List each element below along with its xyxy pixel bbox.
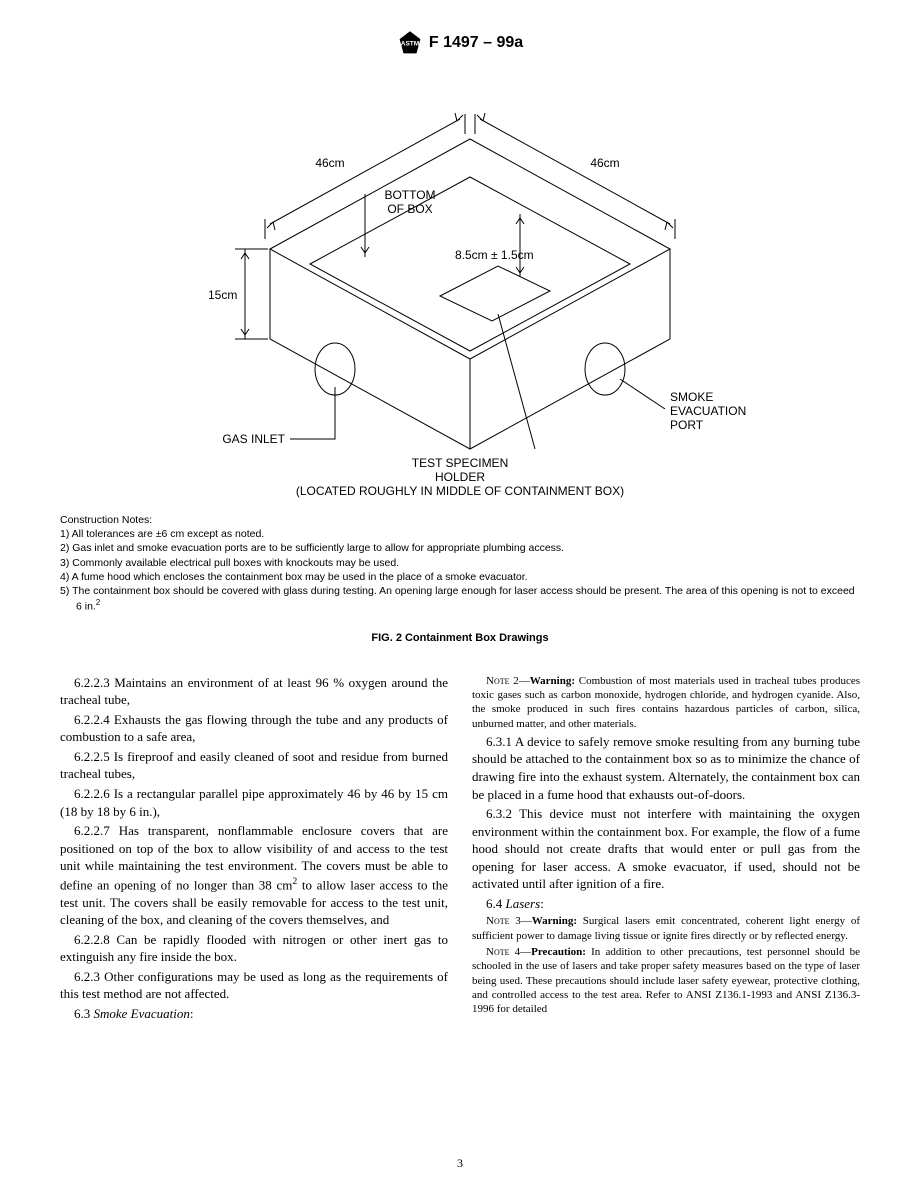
p-6225: 6.2.2.5 Is fireproof and easily cleaned …	[60, 748, 448, 783]
label-specimen-loc: (LOCATED ROUGHLY IN MIDDLE OF CONTAINMEN…	[296, 484, 624, 498]
sect-63-num: 6.3	[74, 1006, 94, 1021]
figure-container: 46cm 46cm 15cm 8.5cm ± 1.5cm BOTTOM OF B…	[60, 69, 860, 499]
figure-caption: FIG. 2 Containment Box Drawings	[60, 632, 860, 644]
sect-63-title: Smoke Evacuation	[94, 1006, 190, 1021]
p-623: 6.2.3 Other configurations may be used a…	[60, 968, 448, 1003]
label-specimen-2: HOLDER	[435, 470, 485, 484]
page-header: ASTM F 1497 – 99a	[60, 30, 860, 61]
containment-box-diagram: 46cm 46cm 15cm 8.5cm ± 1.5cm BOTTOM OF B…	[140, 69, 780, 499]
note4-lead: Note 4—	[486, 946, 531, 958]
body-columns: 6.2.2.3 Maintains an environment of at l…	[60, 674, 860, 1023]
label-specimen-1: TEST SPECIMEN	[412, 456, 508, 470]
p-6226: 6.2.2.6 Is a rectangular parallel pipe a…	[60, 785, 448, 820]
p-6227: 6.2.2.7 Has transparent, nonflammable en…	[60, 822, 448, 929]
note3-lead: Note 3—	[486, 915, 532, 927]
label-smoke-3: PORT	[670, 418, 704, 432]
note-2: 2) Gas inlet and smoke evacuation ports …	[60, 541, 860, 555]
dim-depth: 8.5cm ± 1.5cm	[455, 248, 534, 262]
note-1: 1) All tolerances are ±6 cm except as no…	[60, 527, 860, 541]
dim-46-right: 46cm	[590, 156, 619, 170]
label-bottom-of-box-1: BOTTOM	[384, 188, 435, 202]
p-632: 6.3.2 This device must not interfere wit…	[472, 805, 860, 893]
note-4-paragraph: Note 4—Precaution: In addition to other …	[472, 945, 860, 1016]
page: ASTM F 1497 – 99a	[0, 0, 920, 1191]
label-bottom-of-box-2: OF BOX	[387, 202, 432, 216]
note-5: 5) The containment box should be covered…	[60, 584, 860, 614]
note4-warn: Precaution:	[531, 946, 586, 958]
note-5-text: 5) The containment box should be covered…	[60, 585, 855, 613]
page-number: 3	[0, 1156, 920, 1171]
note2-lead: Note 2—	[486, 675, 530, 687]
dim-15: 15cm	[208, 288, 237, 302]
label-smoke-2: EVACUATION	[670, 404, 746, 418]
label-smoke-1: SMOKE	[670, 390, 713, 404]
construction-notes: Construction Notes: 1) All tolerances ar…	[60, 513, 860, 614]
p-631: 6.3.1 A device to safely remove smoke re…	[472, 733, 860, 803]
sect-64-title: Lasers	[506, 896, 541, 911]
note-5-sup: 2	[96, 598, 100, 607]
sect-64-num: 6.4	[486, 896, 506, 911]
note-2-paragraph: Note 2—Warning: Combustion of most mater…	[472, 674, 860, 731]
sect-64: 6.4 Lasers:	[472, 895, 860, 913]
p-6228: 6.2.2.8 Can be rapidly flooded with nitr…	[60, 931, 448, 966]
note-3: 3) Commonly available electrical pull bo…	[60, 556, 860, 570]
label-gas-inlet: GAS INLET	[222, 432, 285, 446]
svg-text:ASTM: ASTM	[401, 41, 419, 48]
dim-46-left: 46cm	[315, 156, 344, 170]
notes-heading: Construction Notes:	[60, 513, 860, 527]
sect-63: 6.3 Smoke Evacuation:	[60, 1005, 448, 1023]
note-4: 4) A fume hood which encloses the contai…	[60, 570, 860, 584]
standard-number: F 1497 – 99a	[429, 34, 523, 52]
note3-warn: Warning:	[532, 915, 577, 927]
astm-logo-icon: ASTM	[397, 30, 423, 56]
note-3-paragraph: Note 3—Warning: Surgical lasers emit con…	[472, 914, 860, 943]
p-6223: 6.2.2.3 Maintains an environment of at l…	[60, 674, 448, 709]
note2-warn: Warning:	[530, 675, 575, 687]
p-6224: 6.2.2.4 Exhausts the gas flowing through…	[60, 711, 448, 746]
